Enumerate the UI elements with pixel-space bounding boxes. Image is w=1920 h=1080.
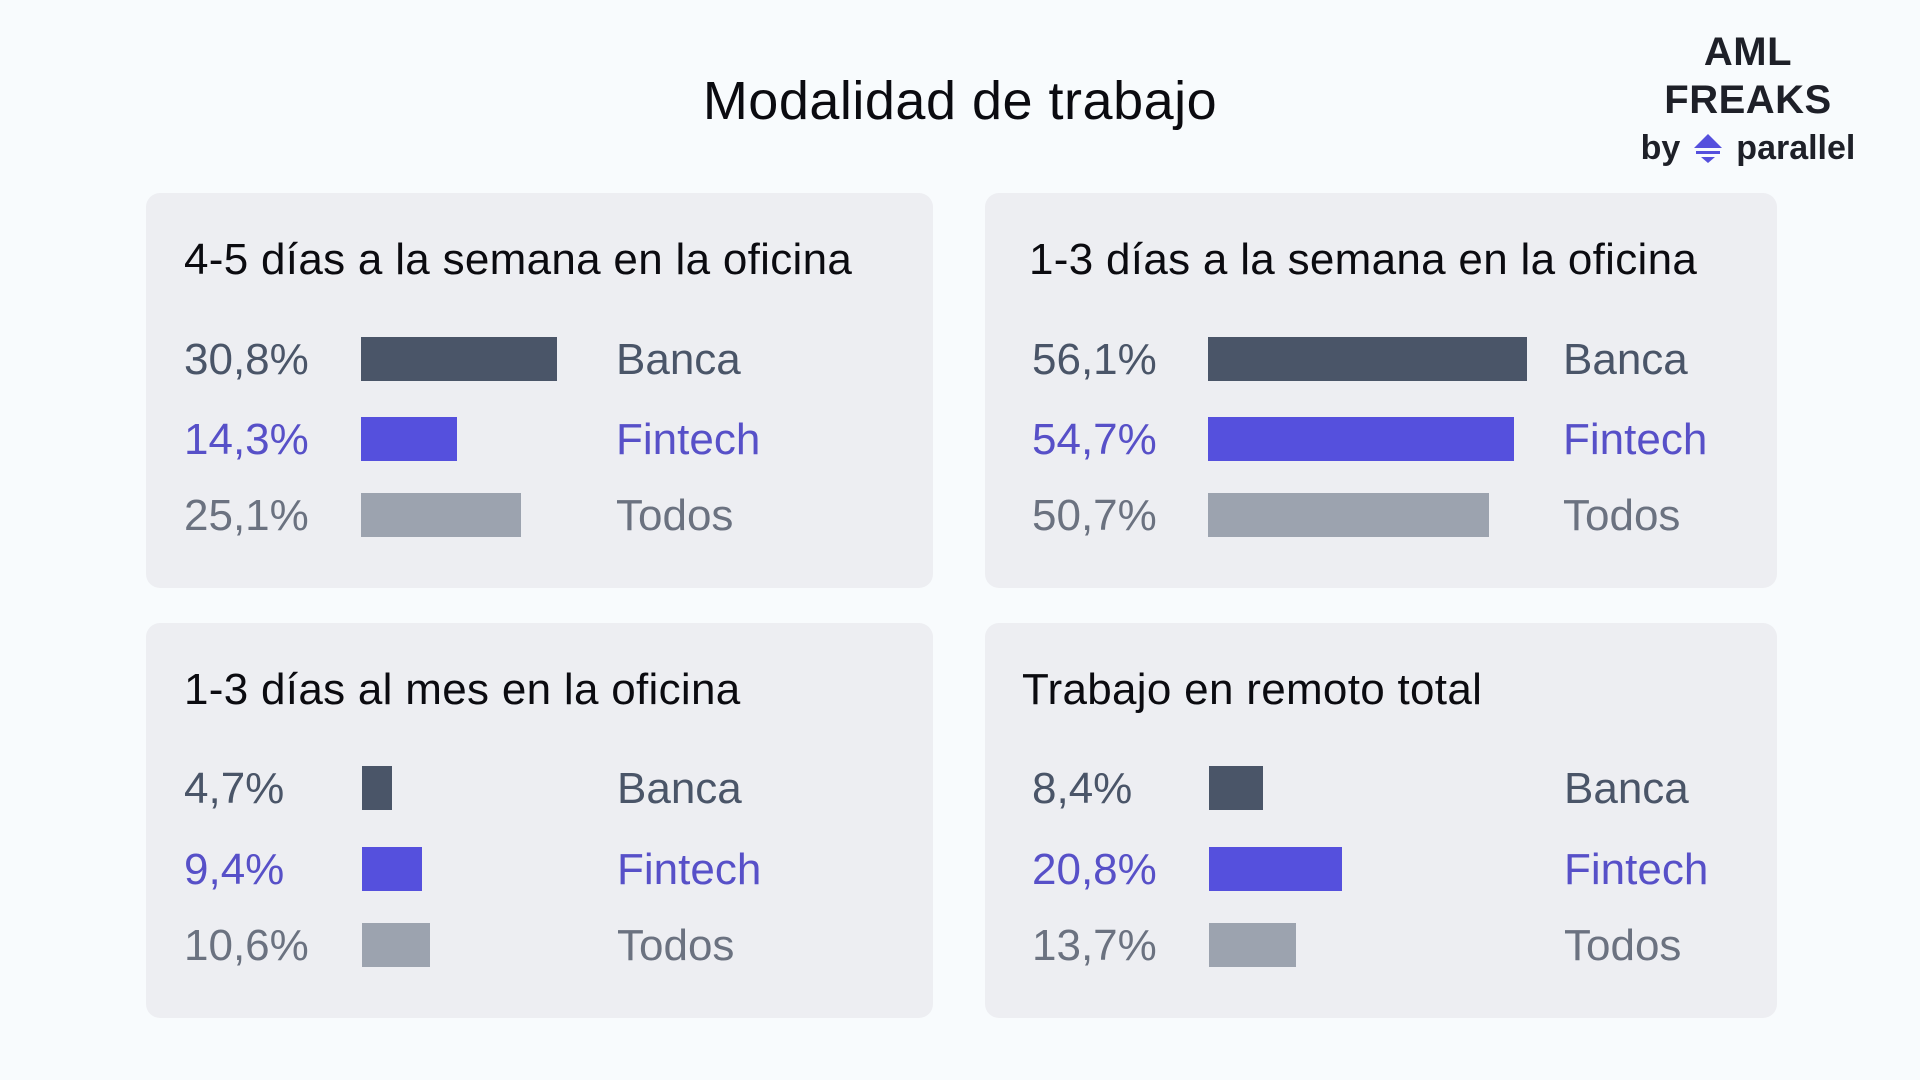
label-fintech: Fintech: [617, 845, 762, 894]
bar-row-todos: 50,7% Todos: [985, 493, 1777, 539]
panel-title: 1-3 días a la semana en la oficina: [1029, 235, 1698, 284]
by-text: by: [1640, 129, 1681, 167]
label-fintech: Fintech: [616, 415, 761, 464]
value-fintech: 9,4%: [184, 845, 285, 894]
bar-row-fintech: 20,8% Fintech: [985, 847, 1777, 893]
bar-todos: [362, 923, 430, 967]
label-banca: Banca: [1563, 335, 1688, 384]
label-todos: Todos: [1563, 491, 1681, 540]
bar-row-todos: 10,6% Todos: [146, 923, 933, 969]
page-title: Modalidad de trabajo: [702, 71, 1218, 131]
bar-row-banca: 8,4% Banca: [985, 766, 1777, 812]
bar-fintech: [1208, 417, 1514, 461]
value-banca: 4,7%: [184, 764, 285, 813]
label-fintech: Fintech: [1564, 845, 1709, 894]
label-fintech: Fintech: [1563, 415, 1708, 464]
bar-fintech: [1209, 847, 1342, 891]
value-banca: 56,1%: [1032, 335, 1157, 384]
value-banca: 8,4%: [1032, 764, 1133, 813]
bar-todos: [361, 493, 521, 537]
panel-1-3-days-week: 1-3 días a la semana en la oficina 56,1%…: [985, 193, 1777, 588]
bar-row-fintech: 9,4% Fintech: [146, 847, 933, 893]
bar-banca: [362, 766, 392, 810]
value-todos: 25,1%: [184, 491, 309, 540]
value-fintech: 54,7%: [1032, 415, 1157, 464]
bar-row-todos: 13,7% Todos: [985, 923, 1777, 969]
brand-logo: AML FREAKS by parallel: [1618, 28, 1878, 170]
bar-todos: [1208, 493, 1489, 537]
bar-row-fintech: 54,7% Fintech: [985, 417, 1777, 463]
value-todos: 50,7%: [1032, 491, 1157, 540]
parallel-logo-icon: [1692, 132, 1724, 164]
label-banca: Banca: [1564, 764, 1689, 813]
value-banca: 30,8%: [184, 335, 309, 384]
value-fintech: 14,3%: [184, 415, 309, 464]
bar-row-fintech: 14,3% Fintech: [146, 417, 933, 463]
brand-byline: by parallel: [1618, 126, 1878, 170]
bar-banca: [1209, 766, 1263, 810]
value-fintech: 20,8%: [1032, 845, 1157, 894]
bar-fintech: [362, 847, 422, 891]
brand-name: AML FREAKS: [1664, 30, 1832, 122]
bar-row-todos: 25,1% Todos: [146, 493, 933, 539]
bar-row-banca: 30,8% Banca: [146, 337, 933, 383]
panel-remote-total: Trabajo en remoto total 8,4% Banca 20,8%…: [985, 623, 1777, 1018]
panel-title: 1-3 días al mes en la oficina: [184, 665, 741, 714]
label-banca: Banca: [616, 335, 741, 384]
bar-fintech: [361, 417, 457, 461]
panel-title: 4-5 días a la semana en la oficina: [184, 235, 853, 284]
label-todos: Todos: [1564, 921, 1682, 970]
panel-4-5-days-week: 4-5 días a la semana en la oficina 30,8%…: [146, 193, 933, 588]
value-todos: 13,7%: [1032, 921, 1157, 970]
bar-row-banca: 56,1% Banca: [985, 337, 1777, 383]
label-todos: Todos: [617, 921, 735, 970]
value-todos: 10,6%: [184, 921, 309, 970]
panel-title: Trabajo en remoto total: [1022, 665, 1483, 714]
bar-row-banca: 4,7% Banca: [146, 766, 933, 812]
label-todos: Todos: [616, 491, 734, 540]
label-banca: Banca: [617, 764, 742, 813]
bar-banca: [1208, 337, 1527, 381]
bar-todos: [1209, 923, 1296, 967]
panel-1-3-days-month: 1-3 días al mes en la oficina 4,7% Banca…: [146, 623, 933, 1018]
partner-name: parallel: [1736, 129, 1856, 167]
bar-banca: [361, 337, 557, 381]
